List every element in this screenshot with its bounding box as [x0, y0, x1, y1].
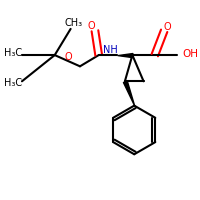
Text: NH: NH [103, 45, 117, 55]
Text: OH: OH [182, 49, 198, 59]
Text: O: O [163, 22, 171, 32]
Text: O: O [64, 52, 72, 62]
Text: O: O [87, 21, 95, 31]
Text: H₃C: H₃C [4, 48, 23, 58]
Text: CH₃: CH₃ [64, 18, 82, 28]
Text: H₃C: H₃C [4, 78, 23, 88]
